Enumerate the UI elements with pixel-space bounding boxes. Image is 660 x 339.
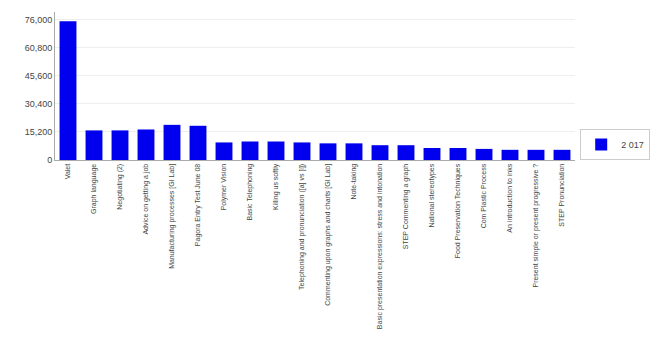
svg-text:60,800: 60,800 [25,43,53,53]
svg-text:Graph language: Graph language [90,164,98,214]
svg-text:0: 0 [47,155,52,165]
svg-text:30,400: 30,400 [25,99,53,109]
svg-text:Negotiating (2): Negotiating (2) [116,164,124,210]
svg-text:STEP Commenting a graph: STEP Commenting a graph [402,164,410,250]
svg-text:76,000: 76,000 [25,15,53,25]
svg-text:Commenting upon graphs and cha: Commenting upon graphs and charts [GI La… [324,164,332,306]
svg-text:An introduction to inks: An introduction to inks [506,163,513,232]
svg-text:Note-taking: Note-taking [350,164,358,200]
svg-text:Com Plastic Process: Com Plastic Process [480,163,487,228]
svg-text:Pagora Entry Test June 08: Pagora Entry Test June 08 [194,164,202,246]
svg-text:Killing us softly: Killing us softly [272,163,280,210]
svg-text:Advice on getting a job: Advice on getting a job [142,164,150,235]
svg-text:STEP Pronunciation: STEP Pronunciation [558,164,565,227]
svg-text:15,200: 15,200 [25,127,53,137]
svg-text:Valet: Valet [64,164,71,179]
svg-text:Basic presentation expressions: Basic presentation expressions: stress a… [376,164,384,329]
svg-text:2 017: 2 017 [621,140,644,150]
svg-text:Polymer Vision: Polymer Vision [220,164,228,211]
svg-text:Food Preservation Techniques: Food Preservation Techniques [454,163,462,258]
svg-text:Basic Telephoning: Basic Telephoning [246,164,254,221]
svg-text:National stereotypes: National stereotypes [428,163,436,227]
svg-text:Telephoning and pronunciation: Telephoning and pronunciation ([a] vs [i… [298,164,306,290]
svg-text:Manufacturing processes [GI La: Manufacturing processes [GI Lab] [168,164,176,269]
svg-text:Present simple or present prog: Present simple or present progressive ? [532,164,540,288]
svg-text:45,600: 45,600 [25,71,53,81]
